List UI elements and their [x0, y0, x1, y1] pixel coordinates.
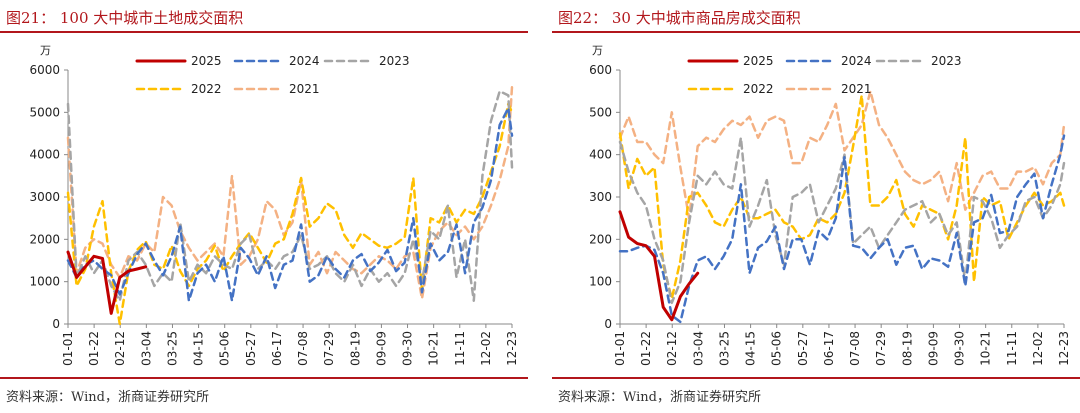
series-line-2024: [618, 134, 1066, 324]
legend-label-2022: 2022: [191, 82, 222, 96]
x-tick-label: 12-02: [1031, 331, 1045, 366]
land-area-chart: 万 0 1000 2000 3000 4000 5000 6000 01-01 01-22 02-1…: [29, 44, 519, 366]
chart-panel-land: 图21： 100 大中城市土地成交面积 万 0 1000 2000 3000 4000 50…: [0, 0, 528, 413]
x-tick-label: 03-04: [139, 331, 153, 366]
x-tick-label: 06-17: [270, 331, 284, 366]
legend-label-2021: 2021: [841, 82, 872, 96]
legend-label-2021: 2021: [289, 82, 320, 96]
x-tick-label: 12-23: [1057, 331, 1071, 366]
x-tick-label: 01-01: [613, 331, 627, 366]
y-tick-label: 6000: [29, 63, 60, 77]
x-tick-label: 05-06: [770, 331, 784, 366]
y-tick-label: 200: [589, 232, 612, 246]
series-line-2025: [66, 250, 148, 315]
x-tick-label: 10-21: [979, 331, 993, 366]
series-line-2022: [66, 102, 514, 326]
series-line-2023: [618, 136, 1066, 305]
series-line-2025: [618, 210, 700, 322]
series-line-2024: [66, 106, 514, 302]
y-tick-label: 500: [589, 105, 612, 119]
y-tick-label: 0: [52, 317, 60, 331]
x-tick-label: 02-12: [113, 331, 127, 366]
series-line-2021: [66, 85, 514, 300]
x-tick-label: 10-21: [427, 331, 441, 366]
x-tick-label: 01-01: [61, 331, 75, 366]
series-line-2021: [618, 89, 1066, 220]
y-tick-label: 1000: [29, 275, 60, 289]
source-rule: [552, 377, 1080, 379]
x-tick-label: 08-19: [900, 331, 914, 366]
y-tick-label: 300: [589, 190, 612, 204]
legend-label-2023: 2023: [379, 54, 410, 68]
chart-panel-housing: 图22： 30 大中城市商品房成交面积 万 0 100 200 300 400 500 600…: [552, 0, 1080, 413]
x-tick-label: 01-22: [87, 331, 101, 366]
x-tick-label: 12-23: [505, 331, 519, 366]
y-tick-label: 5000: [29, 105, 60, 119]
figure-title: 图22： 30 大中城市商品房成交面积: [558, 9, 801, 27]
x-tick-label: 12-02: [479, 331, 493, 366]
y-tick-label: 400: [589, 148, 612, 162]
source-note: 资料来源：Wind，浙商证券研究所: [6, 390, 209, 405]
x-tick-label: 03-04: [691, 331, 705, 366]
title-rule: [0, 31, 528, 33]
legend-label-2025: 2025: [191, 54, 222, 68]
x-tick-label: 06-17: [822, 331, 836, 366]
legend-label-2023: 2023: [931, 54, 962, 68]
x-tick-label: 09-09: [926, 331, 940, 366]
x-tick-label: 05-27: [796, 331, 810, 366]
legend-label-2022: 2022: [743, 82, 774, 96]
y-unit-label: 万: [592, 44, 603, 57]
x-tick-label: 09-30: [953, 331, 967, 366]
x-tick-label: 11-11: [1005, 331, 1019, 366]
x-tick-label: 11-11: [453, 331, 467, 366]
source-rule: [0, 377, 528, 379]
x-tick-label: 03-25: [717, 331, 731, 366]
x-tick-label: 07-29: [322, 331, 336, 366]
x-tick-label: 05-06: [218, 331, 232, 366]
y-tick-label: 0: [604, 317, 612, 331]
figure-title: 图21： 100 大中城市土地成交面积: [6, 9, 244, 27]
x-tick-label: 03-25: [165, 331, 179, 366]
series-line-2023: [66, 89, 514, 302]
source-note: 资料来源：Wind，浙商证券研究所: [558, 390, 761, 405]
legend-label-2024: 2024: [841, 54, 872, 68]
y-unit-label: 万: [40, 44, 51, 57]
legend-label-2024: 2024: [289, 54, 320, 68]
y-tick-label: 100: [589, 275, 612, 289]
x-tick-label: 09-09: [374, 331, 388, 366]
x-tick-label: 01-22: [639, 331, 653, 366]
x-tick-label: 04-15: [744, 331, 758, 366]
x-tick-label: 07-08: [296, 331, 310, 366]
x-tick-label: 07-29: [874, 331, 888, 366]
x-tick-label: 02-12: [665, 331, 679, 366]
title-rule: [552, 31, 1080, 33]
x-tick-label: 08-19: [348, 331, 362, 366]
legend-label-2025: 2025: [743, 54, 774, 68]
y-tick-label: 3000: [29, 190, 60, 204]
x-tick-label: 05-27: [244, 331, 258, 366]
housing-area-chart: 万 0 100 200 300 400 500 600 01-01 01-22 02-12 03-04…: [589, 44, 1071, 366]
y-tick-label: 600: [589, 63, 612, 77]
y-tick-label: 4000: [29, 148, 60, 162]
y-tick-label: 2000: [29, 232, 60, 246]
x-tick-label: 09-30: [401, 331, 415, 366]
x-tick-label: 04-15: [192, 331, 206, 366]
x-tick-label: 07-08: [848, 331, 862, 366]
